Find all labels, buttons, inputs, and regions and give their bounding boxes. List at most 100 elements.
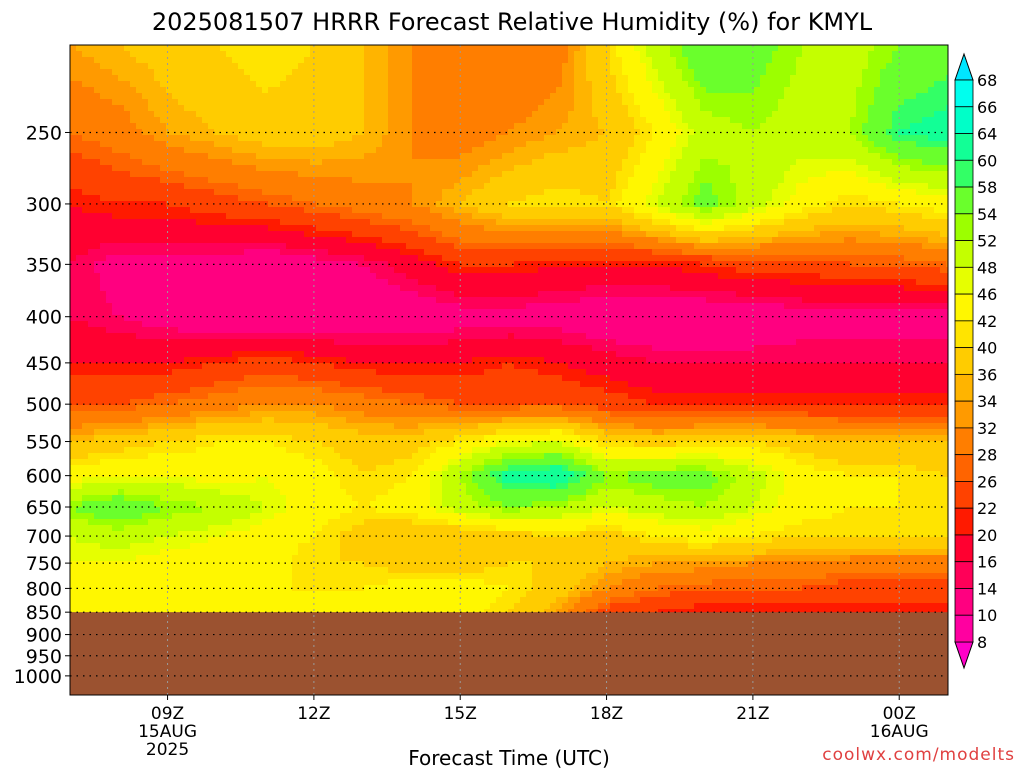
humidity-cell	[580, 51, 587, 58]
humidity-cell	[178, 147, 185, 154]
humidity-cell	[202, 81, 209, 88]
humidity-cell	[448, 69, 455, 76]
humidity-cell	[538, 45, 545, 52]
humidity-cell	[394, 231, 401, 238]
humidity-cell	[244, 201, 251, 208]
humidity-cell	[376, 159, 383, 166]
humidity-cell	[868, 243, 875, 250]
humidity-cell	[580, 219, 587, 226]
humidity-cell	[784, 63, 791, 70]
humidity-cell	[178, 195, 185, 202]
humidity-cell	[922, 69, 929, 76]
humidity-cell	[316, 207, 323, 214]
humidity-cell	[214, 45, 221, 52]
humidity-cell	[688, 201, 695, 208]
humidity-cell	[412, 99, 419, 106]
humidity-cell	[532, 99, 539, 106]
humidity-cell	[922, 135, 929, 142]
humidity-cell	[676, 159, 683, 166]
humidity-cell	[544, 129, 551, 136]
humidity-cell	[634, 45, 641, 52]
humidity-cell	[508, 225, 515, 232]
humidity-cell	[280, 159, 287, 166]
humidity-cell	[460, 171, 467, 178]
humidity-cell	[652, 159, 659, 166]
humidity-cell	[118, 111, 125, 118]
humidity-cell	[592, 225, 599, 232]
humidity-cell	[682, 45, 689, 52]
humidity-cell	[892, 75, 899, 82]
humidity-cell	[610, 201, 617, 208]
humidity-cell	[142, 69, 149, 76]
humidity-cell	[532, 201, 539, 208]
humidity-cell	[856, 219, 863, 226]
humidity-cell	[604, 219, 611, 226]
humidity-cell	[418, 207, 425, 214]
humidity-cell	[430, 147, 437, 154]
humidity-cell	[322, 213, 329, 220]
humidity-cell	[616, 189, 623, 196]
humidity-cell	[586, 69, 593, 76]
humidity-cell	[862, 219, 869, 226]
humidity-cell	[874, 189, 881, 196]
humidity-cell	[802, 243, 809, 250]
humidity-cell	[382, 117, 389, 124]
humidity-cell	[676, 201, 683, 208]
humidity-cell	[394, 213, 401, 220]
humidity-cell	[382, 195, 389, 202]
humidity-cell	[442, 171, 449, 178]
humidity-cell	[238, 213, 245, 220]
humidity-cell	[526, 69, 533, 76]
humidity-cell	[382, 207, 389, 214]
humidity-cell	[418, 141, 425, 148]
humidity-cell	[688, 195, 695, 202]
humidity-cell	[382, 231, 389, 238]
humidity-cell	[166, 147, 173, 154]
humidity-cell	[562, 63, 569, 70]
humidity-cell	[568, 195, 575, 202]
humidity-cell	[280, 171, 287, 178]
humidity-cell	[568, 135, 575, 142]
humidity-cell	[526, 51, 533, 58]
humidity-cell	[736, 243, 743, 250]
humidity-cell	[400, 201, 407, 208]
humidity-cell	[70, 219, 77, 226]
humidity-cell	[838, 111, 845, 118]
humidity-cell	[556, 165, 563, 172]
humidity-cell	[538, 75, 545, 82]
humidity-cell	[574, 111, 581, 118]
humidity-cell	[286, 51, 293, 58]
humidity-cell	[766, 165, 773, 172]
humidity-cell	[736, 75, 743, 82]
humidity-cell	[784, 123, 791, 130]
humidity-cell	[160, 219, 167, 226]
humidity-cell	[682, 99, 689, 106]
humidity-cell	[232, 63, 239, 70]
humidity-cell	[880, 87, 887, 94]
humidity-cell	[244, 243, 251, 250]
humidity-cell	[856, 51, 863, 58]
humidity-cell	[820, 123, 827, 130]
humidity-cell	[700, 81, 707, 88]
humidity-cell	[826, 165, 833, 172]
humidity-cell	[808, 165, 815, 172]
humidity-cell	[556, 93, 563, 100]
humidity-cell	[730, 231, 737, 238]
humidity-cell	[796, 93, 803, 100]
humidity-cell	[772, 87, 779, 94]
humidity-cell	[616, 57, 623, 64]
humidity-cell	[748, 123, 755, 130]
humidity-cell	[898, 123, 905, 130]
humidity-cell	[292, 177, 299, 184]
humidity-cell	[112, 243, 119, 250]
humidity-cell	[370, 201, 377, 208]
humidity-cell	[772, 81, 779, 88]
humidity-cell	[484, 93, 491, 100]
humidity-cell	[592, 231, 599, 238]
humidity-cell	[880, 69, 887, 76]
humidity-cell	[448, 135, 455, 142]
humidity-cell	[802, 63, 809, 70]
humidity-cell	[370, 237, 377, 244]
humidity-cell	[202, 237, 209, 244]
